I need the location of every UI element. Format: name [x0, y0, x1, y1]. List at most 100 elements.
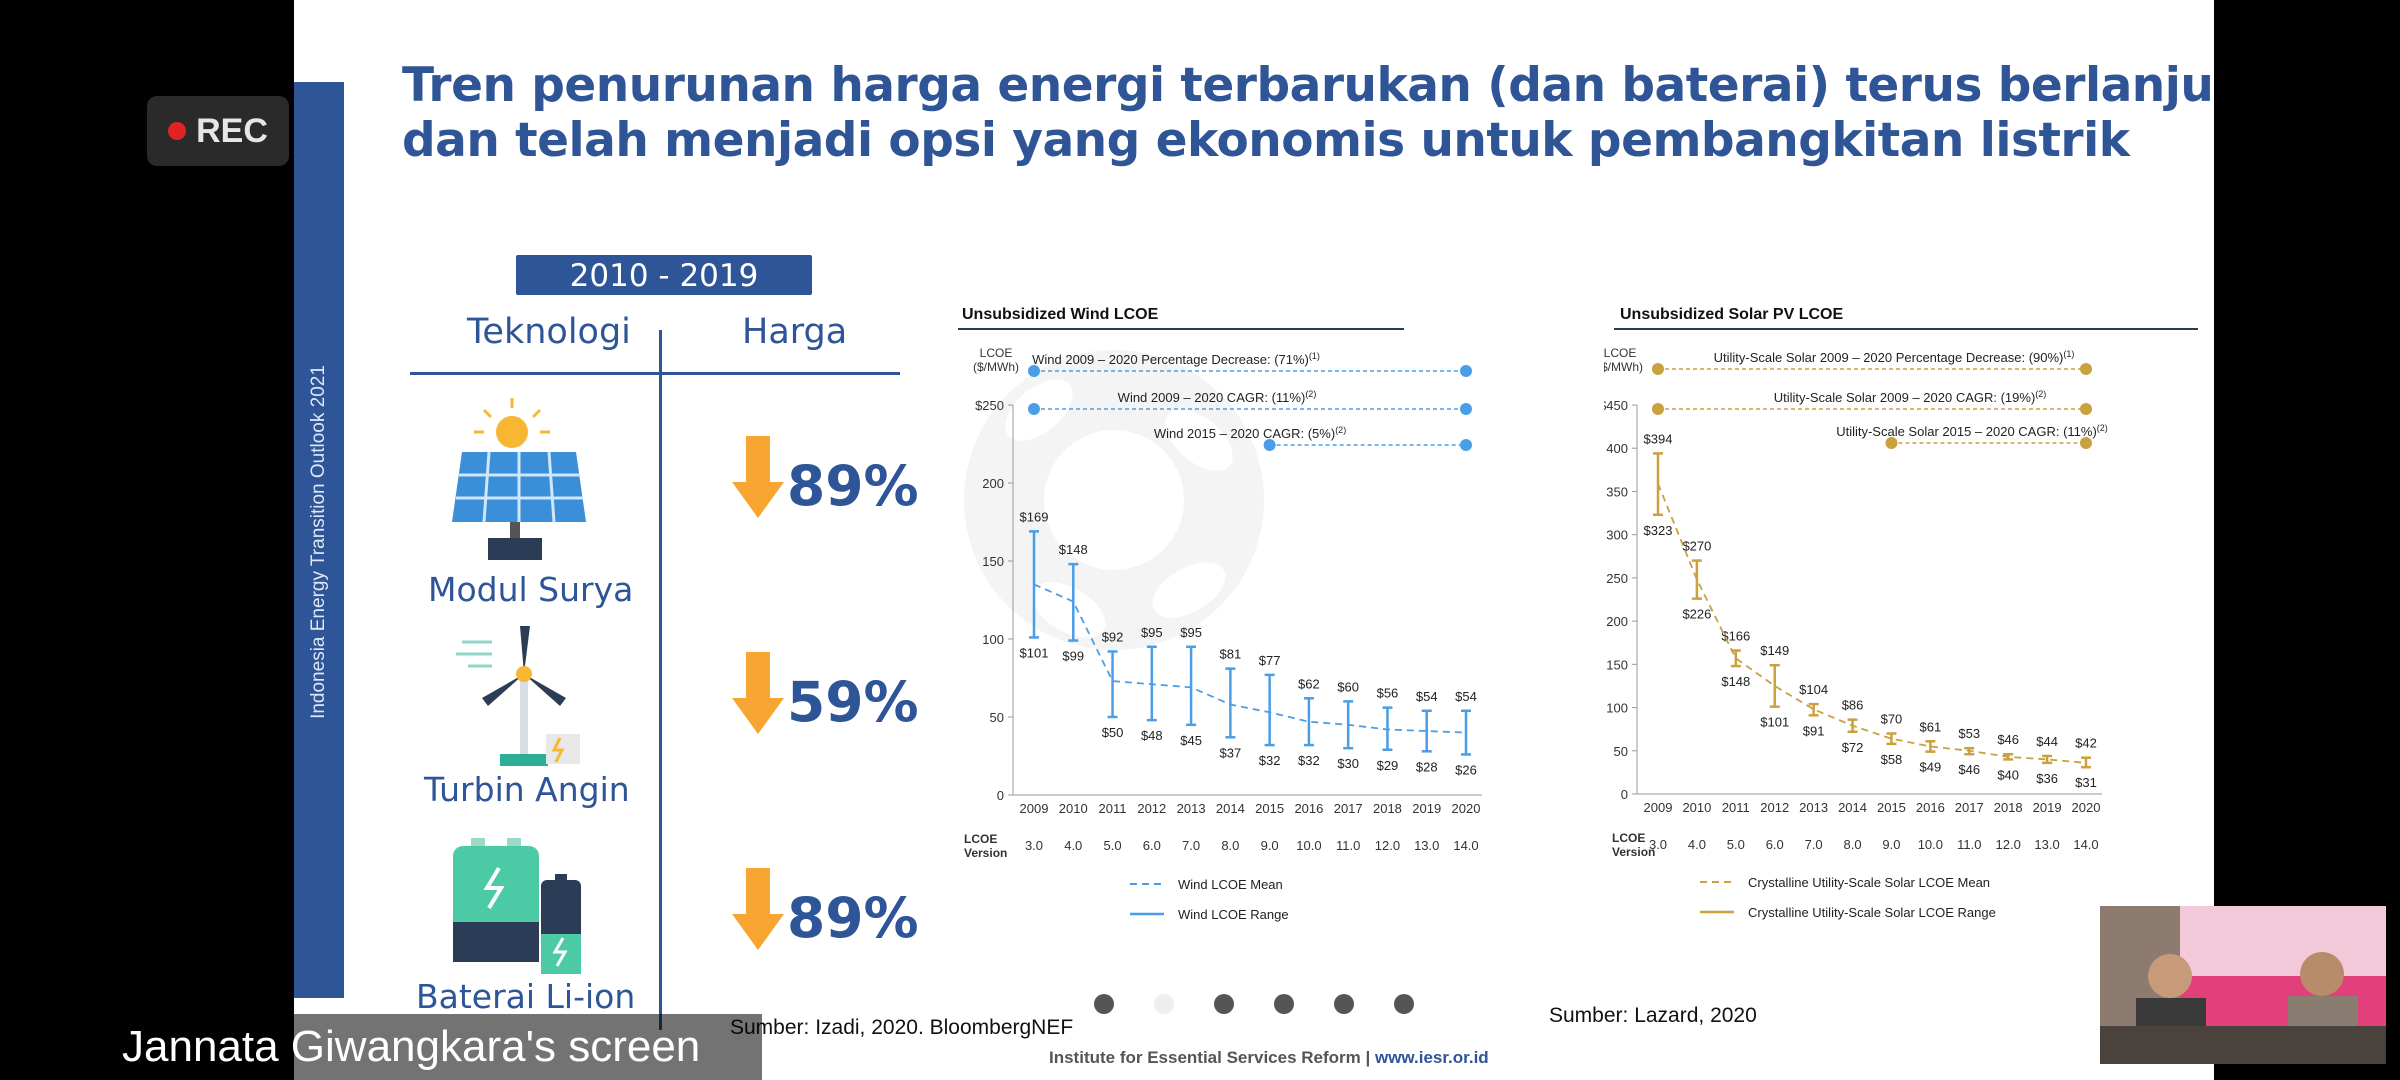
- y-tick-label: 0: [997, 788, 1004, 803]
- annotation-dot: [1460, 365, 1472, 377]
- pager-dot[interactable]: [1094, 994, 1114, 1014]
- x-tick-label: 2016: [1294, 801, 1323, 816]
- pager-dot-active[interactable]: [1154, 994, 1174, 1014]
- y-tick-label: 200: [1606, 614, 1628, 629]
- legend-label-range: Wind LCOE Range: [1178, 907, 1289, 922]
- low-value-label: $49: [1920, 760, 1942, 775]
- low-value-label: $28: [1416, 759, 1438, 774]
- low-value-label: $45: [1180, 733, 1202, 748]
- version-label: 12.0: [1375, 838, 1400, 853]
- table-divider-horizontal: [410, 372, 900, 375]
- y-axis-label-unit: ($/MWh): [1604, 360, 1643, 374]
- pager-dot[interactable]: [1214, 994, 1234, 1014]
- x-tick-label: 2016: [1916, 800, 1945, 815]
- y-tick-label: 150: [982, 554, 1004, 569]
- pager-dot[interactable]: [1394, 994, 1414, 1014]
- solar-panel-icon: [452, 398, 586, 560]
- chart-title: Unsubsidized Solar PV LCOE: [1620, 306, 1843, 323]
- slide-title-line-1: Tren penurunan harga energi terbarukan (…: [402, 58, 2214, 113]
- x-tick-label: 2017: [1334, 801, 1363, 816]
- low-value-label: $30: [1337, 756, 1359, 771]
- x-tick-label: 2015: [1877, 800, 1906, 815]
- high-value-label: $270: [1682, 539, 1711, 554]
- version-label: 9.0: [1261, 838, 1279, 853]
- source-left: Sumber: Izadi, 2020. BloombergNEF: [730, 1016, 1074, 1039]
- low-value-label: $101: [1020, 645, 1049, 660]
- high-value-label: $104: [1799, 682, 1828, 697]
- high-value-label: $44: [2036, 734, 2058, 749]
- slide-title-line-2: dan telah menjadi opsi yang ekonomis unt…: [402, 113, 2130, 168]
- technology-header: Teknologi: [467, 312, 631, 352]
- x-tick-label: 2013: [1799, 800, 1828, 815]
- price-change-battery: 89%: [787, 886, 919, 950]
- legend-label-range: Crystalline Utility-Scale Solar LCOE Ran…: [1748, 905, 1996, 920]
- x-tick-label: 2018: [1373, 801, 1402, 816]
- battery-icon: [453, 838, 581, 974]
- y-tick-label: 200: [982, 476, 1004, 491]
- slide-sidebar: Indonesia Energy Transition Outlook 2021: [294, 82, 344, 998]
- high-value-label: $54: [1416, 689, 1438, 704]
- pager-dot[interactable]: [1334, 994, 1354, 1014]
- x-tick-label: 2017: [1955, 800, 1984, 815]
- x-tick-label: 2010: [1682, 800, 1711, 815]
- sidebar-caption: Indonesia Energy Transition Outlook 2021: [308, 365, 329, 719]
- participant-video-thumbnail[interactable]: [2100, 906, 2386, 1064]
- high-value-label: $60: [1337, 679, 1359, 694]
- y-axis-label-unit: ($/MWh): [973, 360, 1019, 374]
- x-tick-label: 2009: [1020, 801, 1049, 816]
- high-value-label: $149: [1760, 643, 1789, 658]
- recording-label: REC: [196, 111, 268, 150]
- source-right: Sumber: Lazard, 2020: [1549, 1004, 1757, 1027]
- version-label: 6.0: [1143, 838, 1161, 853]
- y-tick-label: 150: [1606, 657, 1628, 672]
- version-row-label: LCOE: [964, 832, 997, 846]
- annotation-dot: [1885, 437, 1898, 449]
- low-value-label: $26: [1455, 762, 1477, 777]
- slide-footer: Institute for Essential Services Reform …: [1049, 1048, 1489, 1068]
- annotation-dot: [1263, 439, 1276, 451]
- watermark-logo: [964, 350, 1264, 650]
- version-label: 5.0: [1104, 838, 1122, 853]
- mean-line: [1657, 483, 2087, 764]
- price-change-solar: 89%: [787, 454, 919, 518]
- annotation-dot: [2080, 437, 2092, 449]
- high-value-label: $148: [1059, 542, 1088, 557]
- high-value-label: $95: [1141, 625, 1163, 640]
- annotation-text: Utility-Scale Solar 2015 – 2020 CAGR: (1…: [1836, 423, 2108, 439]
- version-row-label-2: Version: [1612, 845, 1655, 859]
- footer-link[interactable]: www.iesr.or.id: [1374, 1048, 1489, 1067]
- screen-share-label: Jannata Giwangkara's screen: [118, 1014, 762, 1080]
- version-label: 11.0: [1336, 838, 1360, 853]
- high-value-label: $61: [1920, 719, 1942, 734]
- low-value-label: $148: [1721, 674, 1750, 689]
- x-tick-label: 2018: [1994, 800, 2023, 815]
- low-value-label: $101: [1760, 715, 1789, 730]
- x-tick-label: 2014: [1838, 800, 1867, 815]
- low-value-label: $48: [1141, 728, 1163, 743]
- x-tick-label: 2020: [1452, 801, 1481, 816]
- low-value-label: $58: [1881, 752, 1903, 767]
- annotation-dot: [1652, 363, 1664, 375]
- annotation-text: Utility-Scale Solar 2009 – 2020 CAGR: (1…: [1774, 389, 2047, 405]
- x-tick-label: 2014: [1216, 801, 1245, 816]
- version-label: 12.0: [1996, 837, 2021, 852]
- high-value-label: $81: [1220, 647, 1242, 662]
- version-label: 5.0: [1727, 837, 1745, 852]
- recording-indicator: REC: [147, 96, 289, 166]
- mean-line: [1033, 583, 1467, 734]
- low-value-label: $50: [1102, 725, 1124, 740]
- slide-pager[interactable]: [1094, 994, 1414, 1014]
- annotation-text: Wind 2009 – 2020 CAGR: (11%)(2): [1118, 389, 1317, 405]
- low-value-label: $37: [1220, 745, 1242, 760]
- y-tick-label: 100: [982, 632, 1004, 647]
- version-label: 3.0: [1649, 837, 1667, 852]
- solar-lcoe-chart: Unsubsidized Solar PV LCOELCOE($/MWh)050…: [1604, 306, 2198, 920]
- version-label: 13.0: [1414, 838, 1439, 853]
- slide-title: Tren penurunan harga energi terbarukan (…: [402, 58, 2214, 168]
- y-tick-label: 250: [1606, 571, 1628, 586]
- pager-dot[interactable]: [1274, 994, 1294, 1014]
- x-tick-label: 2012: [1760, 800, 1789, 815]
- high-value-label: $92: [1102, 629, 1124, 644]
- version-label: 8.0: [1221, 838, 1239, 853]
- annotation-text: Wind 2009 – 2020 Percentage Decrease: (7…: [1032, 351, 1320, 367]
